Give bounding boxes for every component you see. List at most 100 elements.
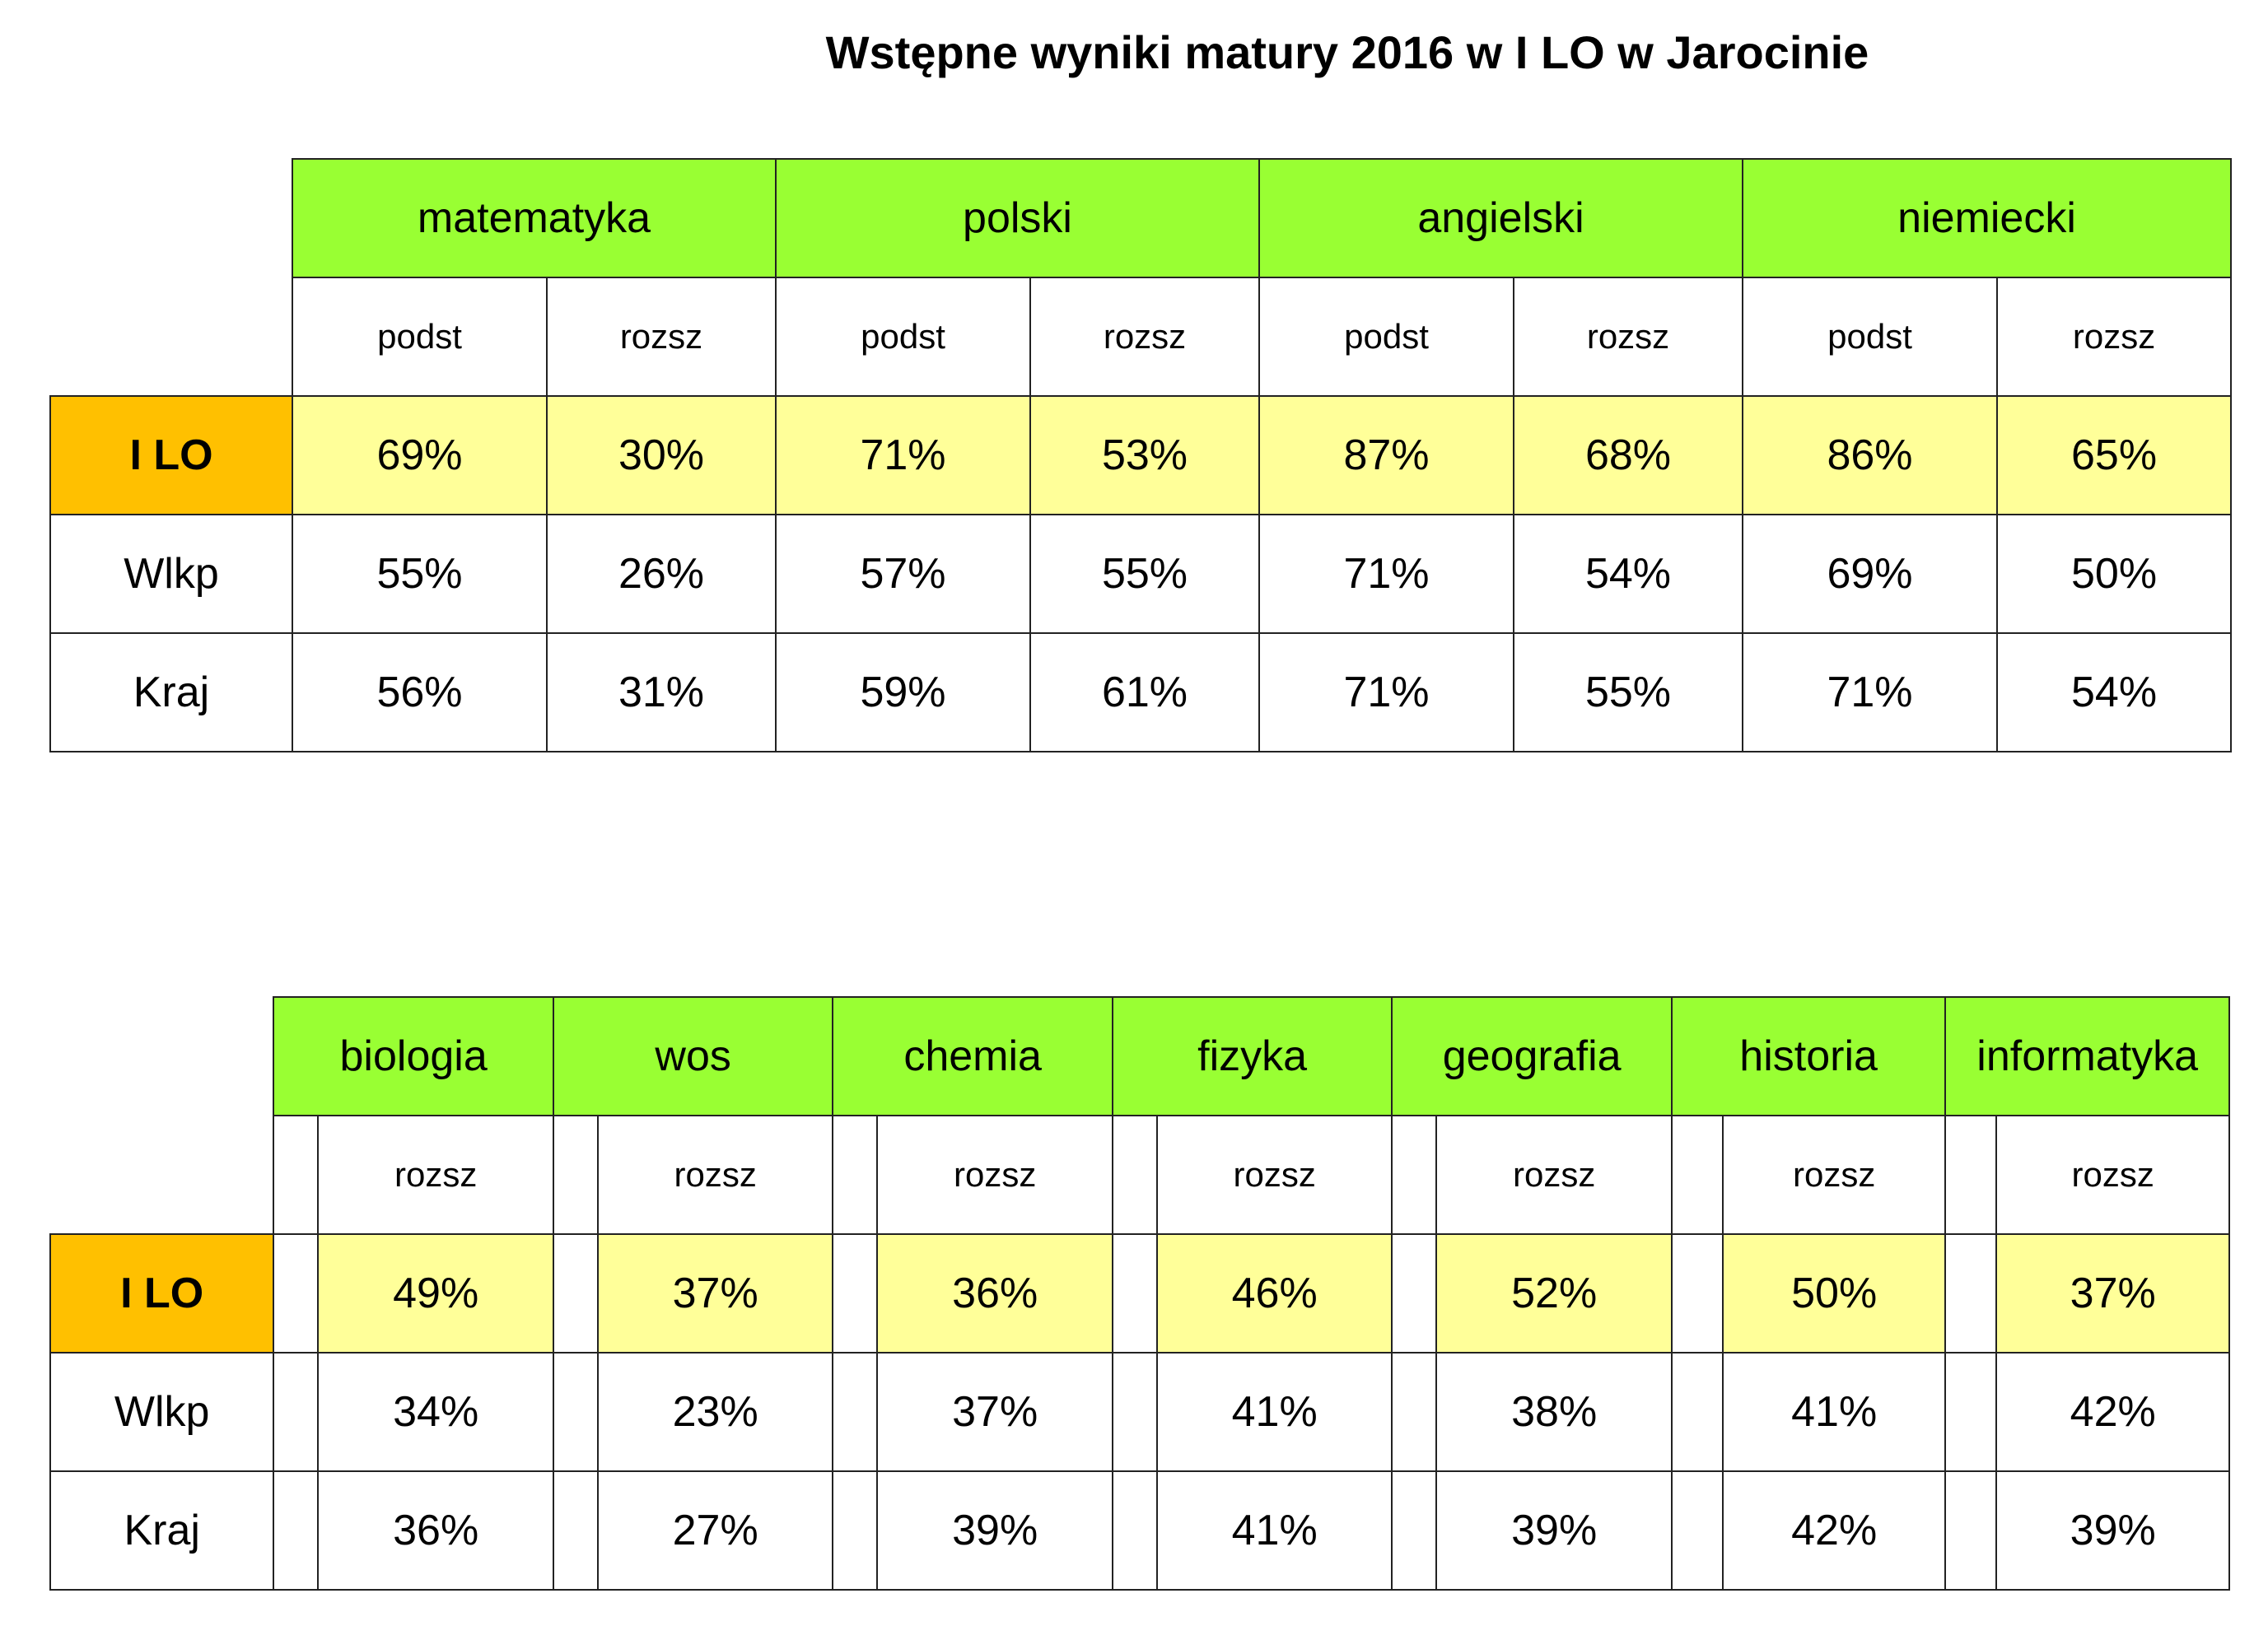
corner-cell xyxy=(50,997,273,1116)
level-header: rozsz xyxy=(876,1115,1113,1235)
result-cell: 26% xyxy=(546,514,777,634)
result-cell: 39% xyxy=(1435,1470,1673,1591)
spacer-cell xyxy=(552,1352,599,1472)
spacer-cell xyxy=(832,1233,879,1353)
spacer-cell xyxy=(1670,1352,1724,1472)
spacer-cell xyxy=(1944,1233,1998,1353)
level-header: rozsz xyxy=(1995,1115,2230,1235)
spacer-cell xyxy=(1391,1470,1438,1591)
spacer-cell xyxy=(552,1115,599,1235)
level-header: rozsz xyxy=(1435,1115,1673,1235)
result-cell: 34% xyxy=(317,1352,554,1472)
spacer-cell xyxy=(273,1115,320,1235)
level-header: rozsz xyxy=(1721,1115,1947,1235)
level-header: rozsz xyxy=(1155,1115,1393,1235)
spacer-cell xyxy=(1944,1470,1998,1591)
subject-header: niemiecki xyxy=(1742,158,2233,278)
result-cell: 41% xyxy=(1155,1352,1393,1472)
spacer-cell xyxy=(1670,1233,1724,1353)
row-label-region: Wlkp xyxy=(49,514,293,634)
spacer-cell xyxy=(1391,1233,1438,1353)
result-cell: 38% xyxy=(1435,1352,1673,1472)
result-cell: 55% xyxy=(1029,514,1261,634)
result-cell: 41% xyxy=(1721,1352,1947,1472)
subject-header: fizyka xyxy=(1111,996,1393,1116)
result-cell: 27% xyxy=(596,1470,834,1591)
result-cell: 23% xyxy=(596,1352,834,1472)
table-row: I LO 69% 30% 71% 53% 87% 68% 86% 65% xyxy=(49,395,2233,515)
level-header: podst xyxy=(1258,277,1515,397)
result-cell: 57% xyxy=(775,514,1031,634)
level-header: podst xyxy=(292,277,548,397)
result-cell: 37% xyxy=(1995,1233,2230,1353)
spacer-cell xyxy=(1391,1352,1438,1472)
spacer-cell xyxy=(1670,1470,1724,1591)
result-cell: 87% xyxy=(1258,395,1515,515)
level-header: rozsz xyxy=(1029,277,1261,397)
row-label-school: I LO xyxy=(49,1233,275,1353)
corner-cell xyxy=(50,277,292,396)
row-label-country: Kraj xyxy=(49,1470,275,1591)
result-cell: 39% xyxy=(876,1470,1113,1591)
results-table-1: matematyka polski angielski niemiecki po… xyxy=(49,158,2233,752)
subject-header: polski xyxy=(774,158,1261,278)
result-cell: 71% xyxy=(1742,632,1999,752)
spacer-cell xyxy=(1111,1470,1158,1591)
spacer-cell xyxy=(832,1352,879,1472)
row-label-school: I LO xyxy=(49,395,293,515)
result-cell: 37% xyxy=(596,1233,834,1353)
result-cell: 55% xyxy=(292,514,548,634)
result-cell: 56% xyxy=(292,632,548,752)
level-header: podst xyxy=(1742,277,1999,397)
result-cell: 61% xyxy=(1029,632,1261,752)
result-cell: 36% xyxy=(317,1470,554,1591)
level-header: rozsz xyxy=(546,277,777,397)
spacer-cell xyxy=(1111,1352,1158,1472)
result-cell: 50% xyxy=(1721,1233,1947,1353)
level-header: rozsz xyxy=(1513,277,1744,397)
subject-header: matematyka xyxy=(292,158,777,278)
result-cell: 54% xyxy=(1513,514,1744,634)
spacer-cell xyxy=(1670,1115,1724,1235)
row-label-region: Wlkp xyxy=(49,1352,275,1472)
result-cell: 37% xyxy=(876,1352,1113,1472)
result-cell: 36% xyxy=(876,1233,1113,1353)
spacer-cell xyxy=(1391,1115,1438,1235)
level-header: rozsz xyxy=(1996,277,2233,397)
result-cell: 31% xyxy=(546,632,777,752)
spacer-cell xyxy=(552,1233,599,1353)
spacer-cell xyxy=(273,1233,320,1353)
table-row: I LO 49% 37% 36% 46% 52% 50% 37% xyxy=(49,1233,2230,1353)
result-cell: 42% xyxy=(1995,1352,2230,1472)
result-cell: 55% xyxy=(1513,632,1744,752)
corner-cell xyxy=(50,1116,273,1234)
result-cell: 71% xyxy=(1258,632,1515,752)
result-cell: 52% xyxy=(1435,1233,1673,1353)
subject-header: angielski xyxy=(1258,158,1744,278)
row-label-country: Kraj xyxy=(49,632,293,752)
result-cell: 39% xyxy=(1995,1470,2230,1591)
level-header: rozsz xyxy=(317,1115,554,1235)
subject-header: wos xyxy=(552,996,834,1116)
level-header: rozsz xyxy=(596,1115,834,1235)
result-cell: 54% xyxy=(1996,632,2233,752)
result-cell: 50% xyxy=(1996,514,2233,634)
spacer-cell xyxy=(273,1470,320,1591)
result-cell: 68% xyxy=(1513,395,1744,515)
result-cell: 30% xyxy=(546,395,777,515)
table-row: Kraj 36% 27% 39% 41% 39% 42% 39% xyxy=(49,1470,2230,1591)
spacer-cell xyxy=(1944,1352,1998,1472)
subject-header: chemia xyxy=(832,996,1113,1116)
page-title: Wstępne wyniki matury 2016 w I LO w Jaro… xyxy=(825,26,1869,78)
corner-cell xyxy=(50,159,292,277)
spacer-cell xyxy=(832,1115,879,1235)
result-cell: 69% xyxy=(1742,514,1999,634)
table-row: Wlkp 34% 23% 37% 41% 38% 41% 42% xyxy=(49,1352,2230,1472)
level-header: podst xyxy=(775,277,1031,397)
result-cell: 71% xyxy=(775,395,1031,515)
subject-header: biologia xyxy=(273,996,554,1116)
subject-header: geografia xyxy=(1391,996,1673,1116)
result-cell: 86% xyxy=(1742,395,1999,515)
spacer-cell xyxy=(1111,1115,1158,1235)
spacer-cell xyxy=(273,1352,320,1472)
